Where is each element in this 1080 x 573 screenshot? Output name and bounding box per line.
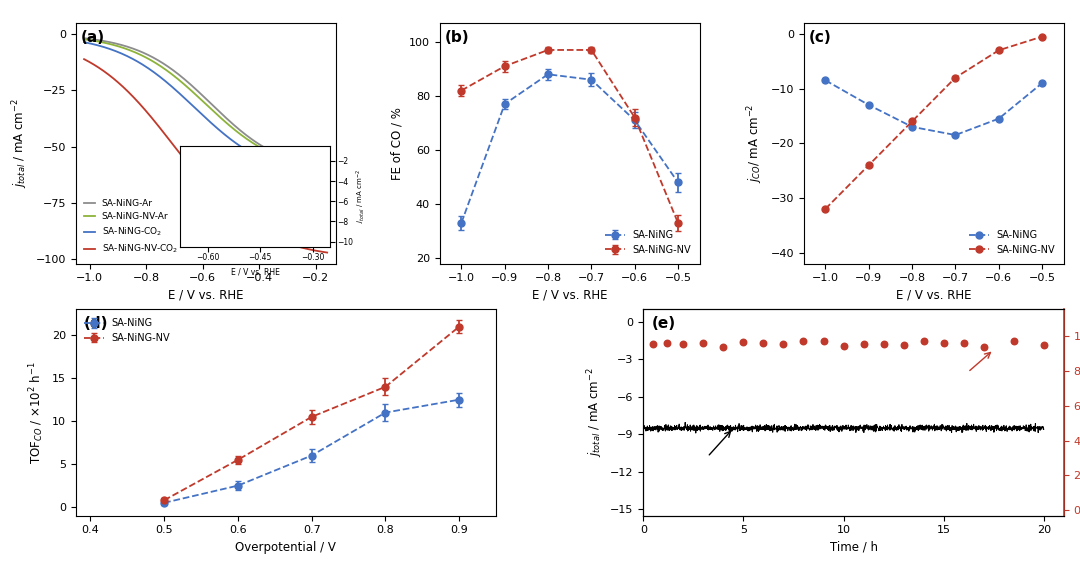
Line: SA-NiNG-NV: SA-NiNG-NV [822,33,1045,213]
SA-NiNG-CO$_2$ [227,138,240,144]
Point [795,337,812,346]
SA-NiNG-Ar [283,155,296,162]
SA-NiNG [993,115,1005,122]
SA-NiNG-Ar [78,35,91,42]
SA-NiNG-NV-Ar [298,161,311,168]
X-axis label: Time / h: Time / h [829,541,878,554]
SA-NiNG-NV [906,118,919,125]
Point [875,340,892,349]
SA-NiNG-Ar [321,164,334,171]
Text: (c): (c) [809,30,832,45]
Legend: SA-NiNG, SA-NiNG-NV: SA-NiNG, SA-NiNG-NV [602,226,694,259]
Y-axis label: $j_{total}$ / mA cm$^{-2}$: $j_{total}$ / mA cm$^{-2}$ [585,368,605,457]
SA-NiNG [862,101,875,108]
X-axis label: E / V vs. RHE: E / V vs. RHE [896,289,972,302]
SA-NiNG-CO$_2$ [221,134,234,140]
SA-NiNG-NV-Ar [222,121,235,128]
Legend: SA-NiNG, SA-NiNG-NV: SA-NiNG, SA-NiNG-NV [966,226,1058,259]
Point [835,342,852,351]
SA-NiNG-CO$_2$ [78,39,91,46]
Line: SA-NiNG-Ar: SA-NiNG-Ar [84,38,327,168]
SA-NiNG-Ar [298,160,311,167]
SA-NiNG-CO$_2$ [321,172,334,179]
Point [1005,337,1023,346]
Point [975,342,993,351]
Text: (b): (b) [445,30,470,45]
SA-NiNG-NV-Ar [221,121,234,128]
SA-NiNG-NV-CO$_2$ [78,56,91,62]
Line: SA-NiNG-CO$_2$: SA-NiNG-CO$_2$ [84,42,327,176]
Y-axis label: $j_{CO}$/ mA cm$^{-2}$: $j_{CO}$/ mA cm$^{-2}$ [745,104,765,183]
Y-axis label: TOF$_{CO}$ / $\times$10$^{2}$ h$^{-1}$: TOF$_{CO}$ / $\times$10$^{2}$ h$^{-1}$ [27,362,46,464]
Point [645,339,662,348]
SA-NiNG-NV-Ar [79,36,92,43]
Text: (d): (d) [84,316,108,331]
SA-NiNG-CO$_2$ [298,169,311,176]
Line: SA-NiNG: SA-NiNG [822,77,1045,139]
SA-NiNG-NV-Ar [78,36,91,43]
SA-NiNG-NV [819,206,832,213]
SA-NiNG-NV-Ar [283,157,296,164]
SA-NiNG-CO$_2$ [79,39,92,46]
SA-NiNG-NV-CO$_2$ [321,249,334,256]
Text: (e): (e) [651,316,676,331]
SA-NiNG-NV-CO$_2$ [227,209,240,216]
SA-NiNG-NV-CO$_2$ [222,206,235,213]
Point [715,342,732,351]
Y-axis label: FE of CO / %: FE of CO / % [390,107,404,180]
Legend: SA-NiNG, SA-NiNG-NV: SA-NiNG, SA-NiNG-NV [81,314,174,347]
SA-NiNG-Ar [227,121,240,128]
Point [855,340,873,349]
SA-NiNG-NV-CO$_2$ [221,205,234,211]
SA-NiNG [1036,80,1049,87]
Legend: SA-NiNG-Ar, SA-NiNG-NV-Ar, SA-NiNG-CO$_2$, SA-NiNG-NV-CO$_2$: SA-NiNG-Ar, SA-NiNG-NV-Ar, SA-NiNG-CO$_2… [80,195,181,259]
Point [895,340,913,349]
SA-NiNG-NV-CO$_2$ [298,245,311,252]
SA-NiNG [819,77,832,84]
SA-NiNG-NV-CO$_2$ [283,241,296,248]
SA-NiNG-Ar [222,117,235,124]
SA-NiNG-CO$_2$ [222,135,235,142]
Point [659,338,676,347]
Point [755,338,772,347]
SA-NiNG-Ar [221,116,234,123]
Point [915,336,932,346]
Point [774,340,792,349]
Point [815,336,833,346]
Text: (a): (a) [81,30,105,45]
Point [734,337,752,347]
SA-NiNG-NV [949,74,962,81]
Point [1035,341,1052,350]
SA-NiNG-NV-Ar [321,165,334,172]
SA-NiNG-NV-CO$_2$ [79,56,92,63]
SA-NiNG-NV [862,162,875,168]
X-axis label: E / V vs. RHE: E / V vs. RHE [167,289,243,302]
X-axis label: Overpotential / V: Overpotential / V [235,541,336,554]
SA-NiNG-NV [993,47,1005,54]
SA-NiNG-Ar [79,35,92,42]
SA-NiNG-CO$_2$ [283,165,296,172]
SA-NiNG [906,123,919,130]
SA-NiNG [949,132,962,139]
SA-NiNG-NV-Ar [227,125,240,132]
SA-NiNG-NV [1036,33,1049,40]
Line: SA-NiNG-NV-Ar: SA-NiNG-NV-Ar [84,40,327,168]
Line: SA-NiNG-NV-CO$_2$: SA-NiNG-NV-CO$_2$ [84,59,327,253]
Y-axis label: $j_{total}$ / mA cm$^{-2}$: $j_{total}$ / mA cm$^{-2}$ [11,99,30,188]
X-axis label: E / V vs. RHE: E / V vs. RHE [532,289,607,302]
Point [955,339,972,348]
Point [675,340,692,349]
Point [694,339,712,348]
Point [935,339,953,348]
